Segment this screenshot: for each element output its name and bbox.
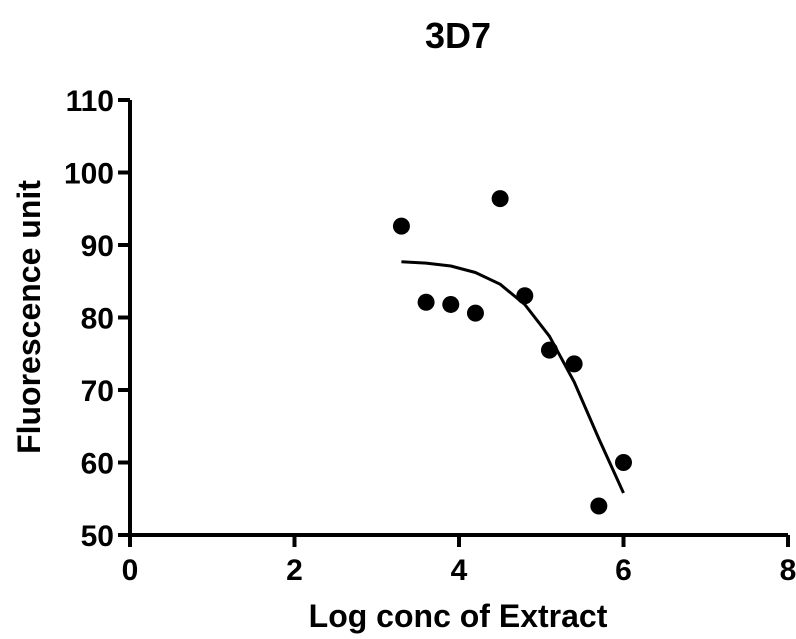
data-point: [491, 190, 509, 208]
y-axis-ticks: 50 60 70 80 90 100 110: [64, 85, 130, 553]
x-axis-ticks: 0 2 4 6 8: [122, 535, 796, 587]
data-points-layer: [392, 190, 632, 515]
data-point: [516, 287, 534, 305]
data-point: [442, 295, 460, 313]
y-tick-label: 60: [81, 448, 114, 481]
data-point: [417, 293, 435, 311]
y-tick-label: 70: [81, 375, 114, 408]
data-point: [540, 341, 558, 359]
x-tick-label: 0: [122, 554, 139, 587]
y-tick-label: 80: [81, 303, 114, 336]
data-point: [615, 454, 632, 471]
axes: [128, 100, 788, 537]
x-tick-label: 8: [780, 554, 796, 587]
chart-title: 3D7: [425, 15, 491, 56]
fit-curve: [401, 260, 625, 494]
data-point: [466, 304, 484, 322]
y-axis-label: Fluorescence unit: [11, 180, 47, 454]
fit-curve-layer: [401, 260, 625, 494]
y-tick-label: 50: [81, 520, 114, 553]
x-tick-label: 4: [451, 554, 468, 587]
data-point: [590, 497, 608, 515]
x-axis-label: Log conc of Extract: [309, 598, 608, 634]
y-tick-label: 110: [66, 85, 114, 118]
x-tick-label: 2: [286, 554, 303, 587]
x-tick-label: 6: [615, 554, 632, 587]
y-tick-label: 100: [64, 158, 114, 191]
data-point: [565, 355, 583, 373]
data-point: [392, 217, 410, 235]
y-tick-label: 90: [81, 230, 114, 263]
